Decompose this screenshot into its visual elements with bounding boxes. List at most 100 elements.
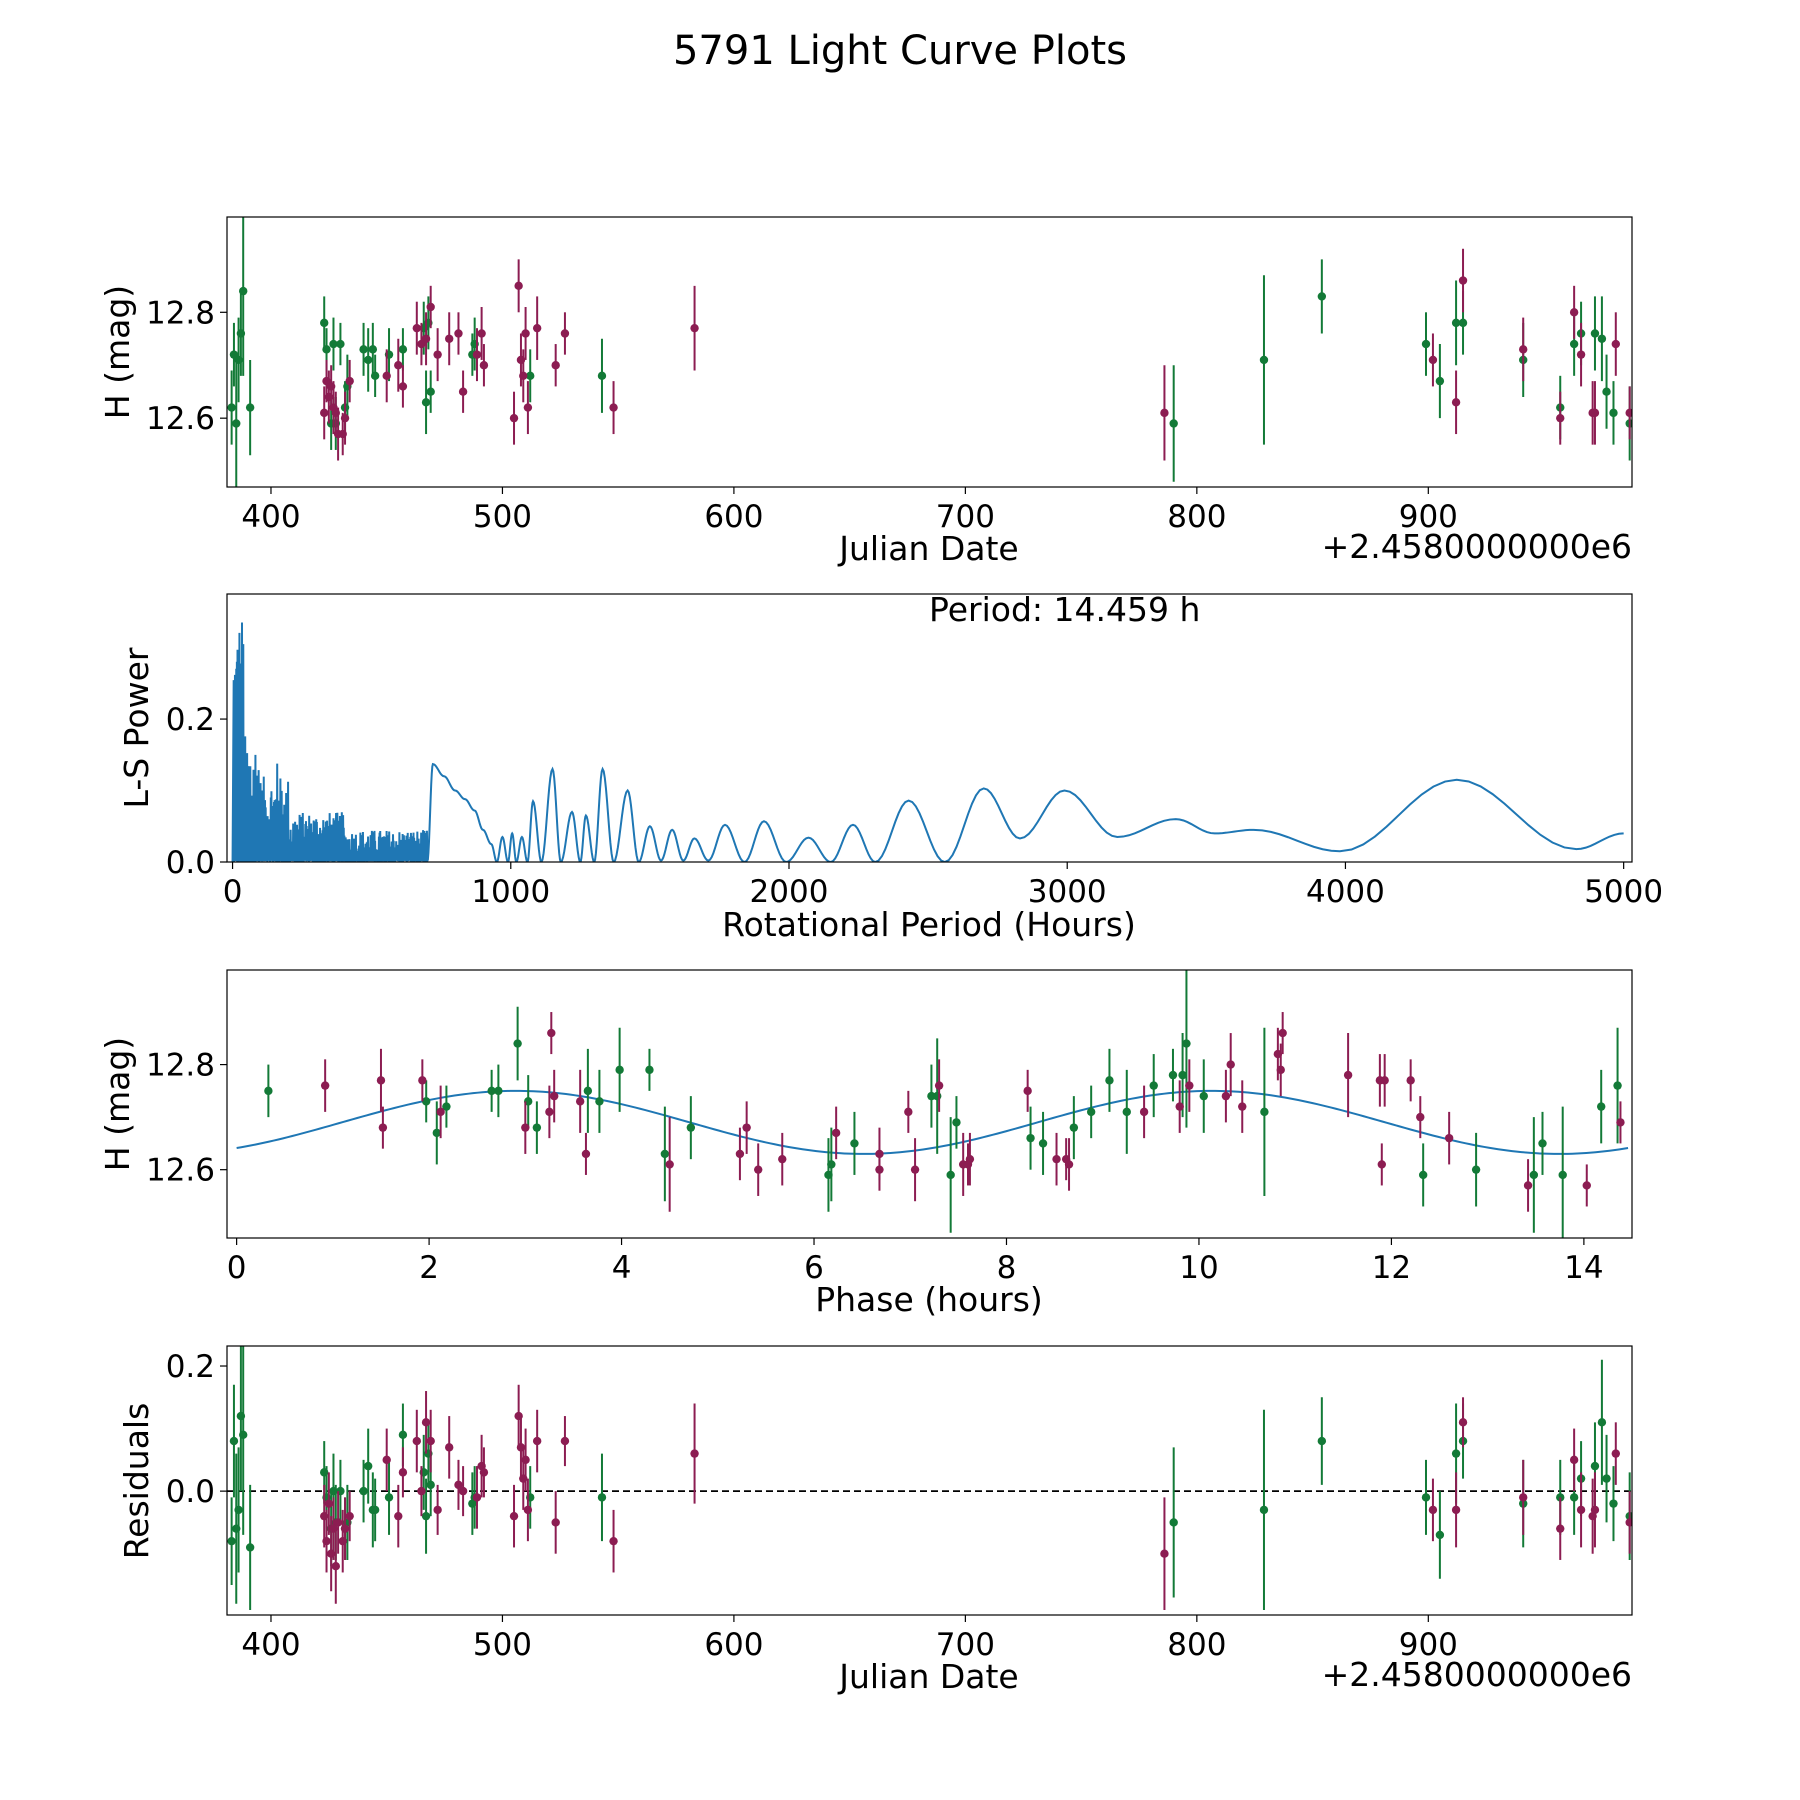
phased-o-point (1343, 1070, 1353, 1080)
lightcurve-o-point (1458, 276, 1468, 285)
phased-g-point (442, 1102, 451, 1111)
lightcurve-g-point (370, 371, 380, 381)
lightcurve-g-point (232, 419, 241, 428)
residuals-o-point (479, 1468, 489, 1477)
residuals-g-point (426, 1480, 435, 1490)
phased-g-point (686, 1123, 696, 1132)
residuals-o-point (1160, 1549, 1169, 1558)
phased-o-point (831, 1128, 841, 1138)
phased-g-point (532, 1123, 542, 1132)
lightcurve-ytick-label: 12.6 (146, 401, 215, 437)
lightcurve-xtick-label: 700 (936, 499, 995, 535)
phased-g-point (850, 1139, 859, 1148)
phased-o-point (1226, 1060, 1235, 1069)
phased-g-point (1105, 1076, 1114, 1085)
periodogram-xtick-label: 4000 (1306, 874, 1385, 910)
lightcurve-g-point (1609, 408, 1618, 418)
residuals-o-point (521, 1455, 530, 1465)
phased-g-point (264, 1086, 273, 1096)
phased-o-point (436, 1107, 445, 1117)
phased-o-point (1582, 1181, 1591, 1190)
phased-o-point (910, 1165, 920, 1174)
phased-g-point (494, 1086, 503, 1096)
phased-g-point (1558, 1170, 1567, 1180)
lightcurve-xlabel: Julian Date (837, 529, 1019, 568)
phased-o-point (376, 1076, 386, 1085)
phased-o-point (965, 1154, 975, 1164)
lightcurve-g-point (245, 403, 255, 412)
periodogram-xtick-label: 0 (223, 874, 243, 910)
residuals-g-point (1609, 1499, 1618, 1508)
lightcurve-g-point (1317, 292, 1327, 301)
lightcurve-o-point (532, 323, 542, 333)
residuals-g-point (359, 1486, 368, 1496)
phased-o-point (735, 1149, 745, 1159)
lightcurve-o-point (458, 387, 468, 396)
phased-g-point (1538, 1139, 1547, 1148)
lightcurve-g-point (1421, 339, 1431, 349)
residuals-o-point (1569, 1455, 1579, 1465)
residuals-g-point (229, 1436, 239, 1446)
phased-o-point (1185, 1081, 1194, 1090)
lightcurve-panel: 400 500 600 700 800 900 12.6 12.8 Julian Date +… (98, 216, 1633, 568)
residuals-g-point (1569, 1493, 1579, 1502)
lightcurve-o-point (1556, 413, 1565, 423)
phased-g-point (1069, 1123, 1079, 1132)
lightcurve-ylabel: H (mag) (98, 285, 137, 419)
residuals-g-point (1317, 1436, 1327, 1446)
phased-o-point (1052, 1154, 1061, 1164)
periodogram-ytick-label: 0.2 (166, 702, 215, 738)
residuals-o-point (609, 1536, 618, 1546)
lightcurve-o-point (394, 361, 403, 370)
residuals-o-point (509, 1511, 519, 1521)
periodogram-xtick-label: 2000 (750, 874, 829, 910)
lightcurve-o-point (519, 371, 528, 381)
residuals-o-point (417, 1486, 426, 1496)
phased-o-point (1380, 1076, 1389, 1085)
residuals-o-point (398, 1468, 408, 1477)
phased-xlabel: Phase (hours) (815, 1280, 1043, 1319)
lightcurve-g-point (368, 345, 378, 354)
lightcurve-g-point (1451, 318, 1461, 328)
residuals-panel: 400 500 600 700 800 900 0.0 0.2 Julian Date +2.… (117, 1345, 1633, 1696)
lightcurve-o-point (426, 302, 435, 312)
phased-o-point (665, 1160, 674, 1169)
residuals-xtick-label: 500 (473, 1627, 532, 1663)
lightcurve-o-point (1576, 350, 1586, 359)
phased-g-point (1026, 1133, 1035, 1143)
residuals-o-point (454, 1480, 463, 1490)
phased-g-point (1182, 1039, 1191, 1048)
lightcurve-g-point (1569, 339, 1579, 349)
phased-xtick-label: 4 (612, 1250, 632, 1286)
residuals-o-point (1428, 1505, 1438, 1515)
residuals-g-point (1590, 1461, 1600, 1471)
phased-o-point (1523, 1181, 1533, 1190)
phased-o-point (934, 1081, 944, 1090)
lightcurve-o-point (412, 323, 422, 333)
periodogram-xlabel: Rotational Period (Hours) (722, 905, 1136, 944)
phased-o-point (1221, 1091, 1231, 1101)
residuals-xtick-label: 800 (1167, 1627, 1226, 1663)
lightcurve-o-point (477, 329, 486, 338)
residuals-o-point (1576, 1505, 1586, 1515)
phased-o-point (575, 1097, 585, 1106)
phased-xtick-label: 12 (1372, 1250, 1411, 1286)
lightcurve-o-point (320, 408, 329, 418)
residuals-plot-area (227, 1346, 1632, 1610)
lightcurve-o-point (1451, 398, 1461, 407)
phased-g-point (946, 1170, 955, 1180)
residuals-o-point (1590, 1505, 1600, 1515)
lightcurve-xtick-label: 500 (473, 499, 532, 535)
residuals-o-point (426, 1436, 435, 1446)
phased-ytick-label: 12.8 (146, 1048, 215, 1084)
lightcurve-g-point (363, 355, 373, 365)
lightcurve-o-point (509, 413, 519, 423)
phased-panel: 0 2 4 6 8 10 12 14 12.6 12.8 Phase (hours) H (mag… (98, 969, 1633, 1319)
lightcurve-o-point (1160, 408, 1169, 418)
residuals-xtick-label: 600 (704, 1627, 763, 1663)
lightcurve-o-point (433, 350, 442, 359)
phased-g-point (1122, 1107, 1131, 1117)
phased-g-point (645, 1065, 654, 1075)
phased-xtick-label: 10 (1179, 1250, 1218, 1286)
phased-g-point (615, 1065, 624, 1075)
